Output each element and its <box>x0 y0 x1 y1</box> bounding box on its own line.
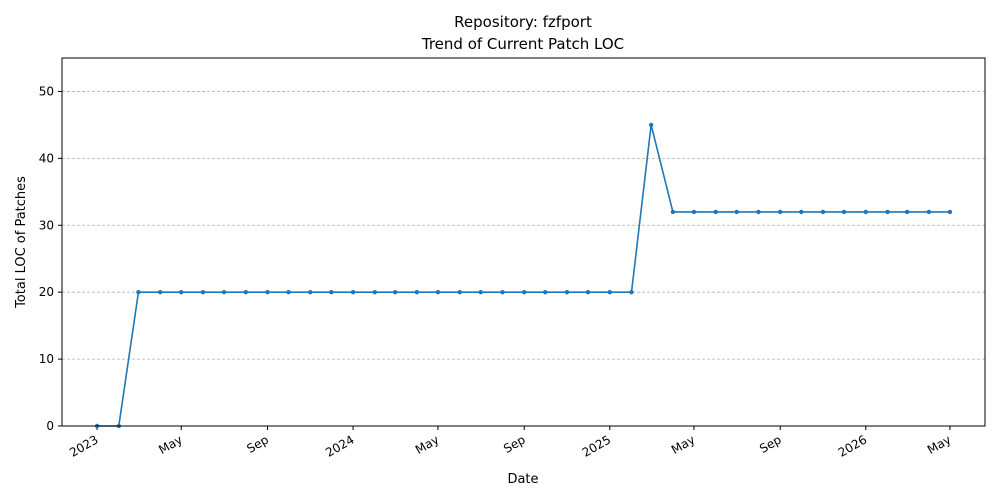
x-tick-label: May <box>925 432 953 457</box>
data-point <box>947 209 953 215</box>
y-tick-label: 30 <box>39 218 54 232</box>
y-axis-ticks: 0 10 20 30 40 50 <box>39 84 62 433</box>
data-point <box>778 209 783 215</box>
x-tick-label: 2025 <box>580 432 613 459</box>
data-point <box>799 209 804 215</box>
series-points <box>94 122 953 429</box>
data-point <box>756 209 761 215</box>
x-tick-label: 2024 <box>323 432 356 459</box>
x-axis-label: Date <box>507 472 538 487</box>
x-tick-label: May <box>669 432 697 457</box>
x-axis-ticks: 2023 May Sep 2024 May Sep 2025 May Sep 2026 May <box>67 426 953 460</box>
data-point <box>478 289 483 295</box>
data-point <box>414 289 420 295</box>
data-point <box>522 289 527 295</box>
y-tick-label: 0 <box>46 419 54 433</box>
data-point <box>136 289 141 295</box>
data-point <box>734 209 739 215</box>
data-point <box>885 209 890 215</box>
x-tick-label: 2023 <box>67 432 100 459</box>
data-point <box>392 289 398 295</box>
data-point <box>350 289 356 295</box>
data-point <box>200 289 206 295</box>
data-point <box>500 289 505 295</box>
plot-frame <box>61 57 986 427</box>
y-tick-label: 20 <box>39 285 54 299</box>
x-tick-label: Sep <box>757 432 784 455</box>
data-point <box>265 289 270 295</box>
data-point <box>863 209 868 215</box>
data-point <box>221 289 227 295</box>
chart-title: Repository: fzfport <box>454 13 592 31</box>
x-tick-label: Sep <box>244 432 271 455</box>
data-point <box>372 289 378 295</box>
data-point <box>157 289 163 295</box>
data-point <box>308 289 313 295</box>
data-point <box>435 289 441 295</box>
data-point <box>713 209 718 215</box>
data-point <box>564 289 570 295</box>
data-point <box>670 209 676 215</box>
data-point <box>926 209 932 215</box>
series-line <box>97 124 950 427</box>
data-point <box>629 289 634 295</box>
x-tick-label: Sep <box>501 432 528 455</box>
data-point <box>904 209 910 215</box>
data-point <box>543 289 548 295</box>
data-point <box>329 289 334 295</box>
data-point <box>286 289 291 295</box>
x-tick-label: May <box>413 432 441 457</box>
data-point <box>179 289 184 295</box>
data-point <box>648 122 654 128</box>
data-point <box>841 209 847 215</box>
y-tick-label: 50 <box>39 84 54 98</box>
chart-subtitle: Trend of Current Patch LOC <box>421 35 624 53</box>
data-point <box>457 289 462 295</box>
data-point <box>607 289 612 295</box>
series-lines <box>97 124 950 427</box>
y-tick-label: 40 <box>39 151 54 165</box>
y-axis-label: Total LOC of Patches <box>14 176 29 309</box>
y-gridlines <box>62 91 985 360</box>
data-point <box>243 289 248 295</box>
y-tick-label: 10 <box>39 352 54 366</box>
x-tick-label: 2026 <box>836 432 869 459</box>
x-tick-label: May <box>156 432 184 457</box>
data-point <box>691 209 697 215</box>
data-point <box>820 209 826 215</box>
data-point <box>585 289 591 295</box>
